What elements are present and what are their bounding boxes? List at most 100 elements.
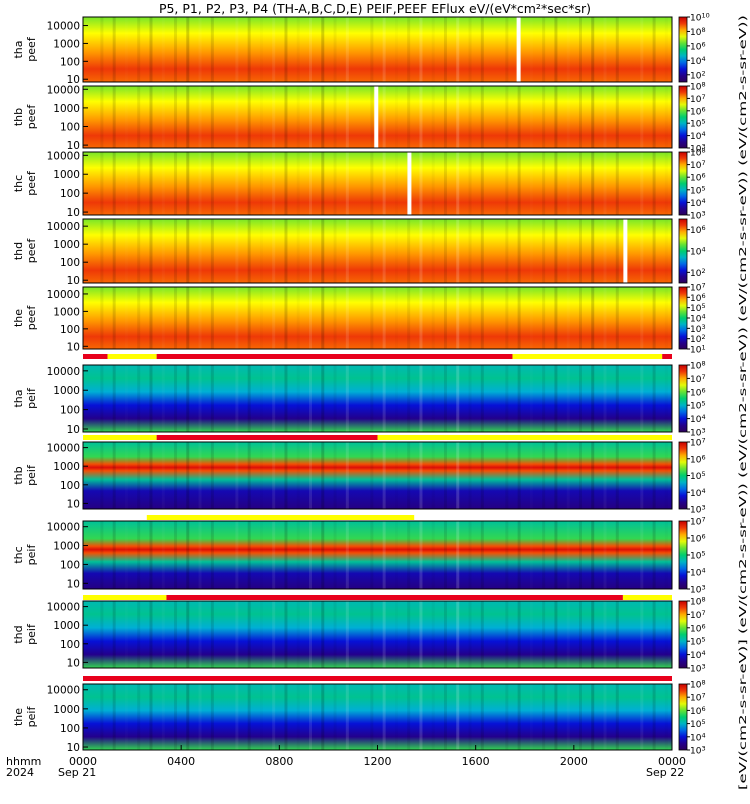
texture-stripe — [137, 521, 141, 589]
texture-stripe — [125, 287, 128, 349]
texture-stripe — [443, 152, 447, 215]
texture-stripe — [530, 17, 533, 82]
status-segment — [662, 354, 672, 359]
colorbar-tick-label: 106 — [690, 40, 706, 52]
texture-stripe — [333, 287, 337, 349]
texture-stripe — [505, 17, 509, 82]
status-bar-thb_peif — [83, 515, 672, 520]
frame-thd_peif — [82, 600, 673, 669]
texture-stripe — [210, 17, 214, 82]
frame-thc_peef — [82, 151, 673, 216]
texture-stripe — [530, 365, 533, 432]
texture-stripe — [665, 152, 668, 215]
texture-stripe — [112, 601, 116, 668]
texture-stripe — [235, 442, 239, 509]
y-tick-label: 100 — [60, 559, 80, 571]
y-tick-label: 10 — [67, 207, 80, 219]
y-tick-label: 100 — [60, 257, 80, 269]
texture-stripe — [468, 152, 472, 215]
texture-stripe — [432, 152, 435, 215]
texture-stripe — [125, 365, 128, 432]
texture-stripe — [100, 86, 104, 148]
time-axis: hhmm 2024 Sep 21 Sep 22 0000 0400 0800 1200… — [6, 745, 686, 779]
texture-stripe — [333, 152, 337, 215]
colorbar-tick-label: 105 — [690, 184, 706, 196]
y-tick-label: 100 — [60, 188, 80, 200]
texture-stripe — [665, 17, 668, 82]
texture-stripe — [297, 365, 300, 432]
texture-stripe — [370, 601, 374, 668]
texture-stripe — [370, 287, 374, 349]
status-segment — [512, 354, 663, 359]
texture-stripe — [162, 17, 165, 82]
texture-stripe — [309, 365, 313, 432]
frame-the_peef — [82, 286, 673, 350]
texture-stripe — [321, 601, 325, 668]
y-tick-label: 10 — [67, 140, 80, 152]
texture-stripe — [530, 86, 533, 148]
panel-probe-label: thb — [12, 108, 25, 126]
texture-stripe — [530, 601, 533, 668]
texture-stripe — [615, 521, 619, 589]
texture-stripe — [432, 287, 435, 349]
y-tick-label: 1000 — [53, 239, 80, 251]
texture-stripe — [419, 521, 423, 589]
texture-stripe — [468, 684, 472, 750]
colorbar-thd_peif — [678, 600, 688, 669]
texture-stripe — [456, 684, 460, 750]
texture-stripe — [260, 17, 263, 82]
end-date-label: Sep 22 — [646, 766, 684, 779]
texture-stripe — [297, 86, 300, 148]
status-bar-thc_peif — [83, 595, 672, 600]
texture-stripe — [615, 442, 619, 509]
texture-stripe — [395, 442, 398, 509]
texture-stripe — [468, 17, 472, 82]
texture-stripe — [603, 365, 607, 432]
texture-stripe — [603, 219, 607, 283]
plot-title: P5, P1, P2, P3, P4 (TH-A,B,C,D,E) PEIF,P… — [159, 1, 591, 16]
colorbar-tick-label: 106 — [690, 224, 706, 236]
texture-stripe — [149, 365, 153, 432]
texture-stripe — [235, 601, 239, 668]
y-tick-label: 100 — [60, 639, 80, 651]
texture-stripe — [321, 17, 325, 82]
texture-stripe — [162, 521, 165, 589]
texture-stripe — [100, 219, 104, 283]
frame-thc_peif — [82, 520, 673, 590]
panel-product-label: peif — [25, 544, 38, 566]
start-date-label: Sep 21 — [58, 766, 96, 779]
colorbar-tick-label: 107 — [690, 373, 706, 385]
texture-stripe — [665, 287, 668, 349]
texture-stripe — [615, 365, 619, 432]
texture-stripe — [480, 442, 484, 509]
texture-stripe — [297, 219, 300, 283]
texture-stripe — [260, 152, 263, 215]
x-tick-label: 0400 — [167, 755, 195, 768]
spectrogram-thb_peif — [83, 442, 672, 509]
texture-stripe — [345, 684, 349, 750]
texture-stripe — [567, 521, 570, 589]
panel-thb_peif: 10 100 1000 10000 thb peif 103 104 105 106 107 — [12, 437, 706, 516]
texture-stripe — [149, 442, 153, 509]
texture-stripe — [333, 521, 337, 589]
panel-probe-label: the — [12, 708, 25, 726]
texture-stripe — [640, 684, 644, 750]
texture-stripe — [505, 521, 509, 589]
colorbar-tick-label: 102 — [690, 69, 706, 81]
texture-stripe — [162, 287, 165, 349]
colorbar-tick-label: 1010 — [690, 12, 710, 24]
texture-stripe — [309, 17, 313, 82]
texture-stripe — [137, 365, 141, 432]
texture-stripe — [567, 442, 570, 509]
texture-stripe — [480, 287, 484, 349]
status-segment — [83, 595, 167, 600]
texture-stripe — [235, 219, 239, 283]
texture-stripe — [345, 601, 349, 668]
texture-stripe — [468, 365, 472, 432]
texture-stripe — [407, 86, 411, 148]
texture-stripe — [345, 287, 349, 349]
texture-stripe — [149, 219, 153, 283]
texture-stripe — [297, 152, 300, 215]
